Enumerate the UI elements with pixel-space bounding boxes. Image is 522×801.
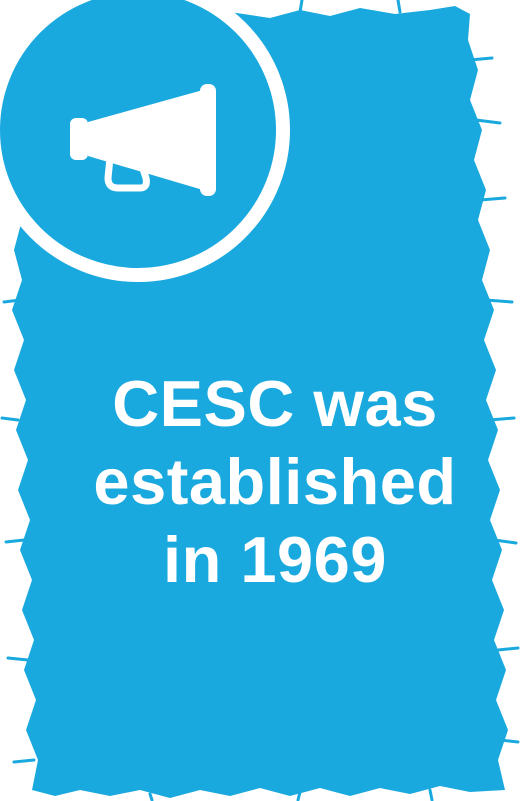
megaphone-badge bbox=[0, 0, 290, 282]
headline-line-3: in 1969 bbox=[163, 523, 387, 596]
megaphone-icon bbox=[70, 84, 216, 196]
headline: CESC was established in 1969 bbox=[60, 365, 490, 599]
headline-line-1: CESC was bbox=[112, 367, 438, 440]
headline-line-2: established bbox=[93, 445, 457, 518]
